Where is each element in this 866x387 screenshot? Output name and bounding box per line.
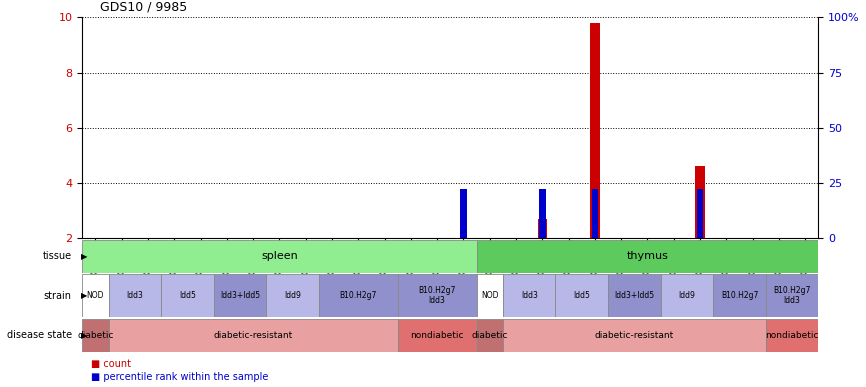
Text: diabetic-resistant: diabetic-resistant [214, 331, 293, 340]
Text: ■ count: ■ count [91, 359, 131, 369]
Text: ▶: ▶ [81, 331, 87, 340]
Bar [82, 240, 476, 273]
Bar [476, 240, 818, 273]
Text: spleen: spleen [261, 252, 298, 261]
Text: nondiabetic: nondiabetic [410, 331, 464, 340]
Bar [697, 190, 703, 238]
Bar [714, 274, 766, 317]
Bar [503, 274, 555, 317]
Text: Idd3+Idd5: Idd3+Idd5 [614, 291, 655, 300]
Text: disease state: disease state [7, 330, 72, 340]
Text: Idd9: Idd9 [678, 291, 695, 300]
Bar [476, 274, 503, 317]
Text: diabetic: diabetic [77, 331, 113, 340]
Text: B10.H2g7
Idd3: B10.H2g7 Idd3 [773, 286, 811, 305]
Bar [397, 319, 476, 352]
Bar [108, 319, 397, 352]
Bar [267, 274, 319, 317]
Text: ■ percentile rank within the sample: ■ percentile rank within the sample [91, 372, 268, 382]
Bar [460, 190, 467, 238]
Text: GDS10 / 9985: GDS10 / 9985 [100, 0, 187, 14]
Text: B10.H2g7: B10.H2g7 [721, 291, 759, 300]
Text: NOD: NOD [481, 291, 499, 300]
Bar [591, 190, 598, 238]
Bar [766, 319, 818, 352]
Text: ▶: ▶ [81, 252, 87, 261]
Bar [503, 319, 766, 352]
Bar [539, 190, 546, 238]
Text: Idd3: Idd3 [126, 291, 143, 300]
Text: strain: strain [44, 291, 72, 301]
Text: diabetic: diabetic [471, 331, 508, 340]
Bar [476, 319, 503, 352]
Text: Idd5: Idd5 [573, 291, 591, 300]
Bar [108, 274, 161, 317]
Text: thymus: thymus [627, 252, 669, 261]
Bar [766, 274, 818, 317]
Text: Idd3: Idd3 [520, 291, 538, 300]
Text: tissue: tissue [42, 252, 72, 261]
Bar [214, 274, 267, 317]
Bar [397, 274, 476, 317]
Text: ▶: ▶ [81, 291, 87, 300]
Text: NOD: NOD [87, 291, 104, 300]
Text: Idd9: Idd9 [284, 291, 301, 300]
Text: B10.H2g7
Idd3: B10.H2g7 Idd3 [418, 286, 456, 305]
Bar [319, 274, 397, 317]
Bar [538, 219, 547, 238]
Text: diabetic-resistant: diabetic-resistant [595, 331, 674, 340]
Text: Idd5: Idd5 [179, 291, 196, 300]
Bar [82, 274, 108, 317]
Bar [161, 274, 214, 317]
Bar [555, 274, 608, 317]
Bar [82, 319, 108, 352]
Bar [591, 23, 599, 238]
Text: nondiabetic: nondiabetic [766, 331, 819, 340]
Bar [695, 166, 705, 238]
Bar [608, 274, 661, 317]
Text: Idd3+Idd5: Idd3+Idd5 [220, 291, 260, 300]
Bar [661, 274, 714, 317]
Text: B10.H2g7: B10.H2g7 [339, 291, 377, 300]
